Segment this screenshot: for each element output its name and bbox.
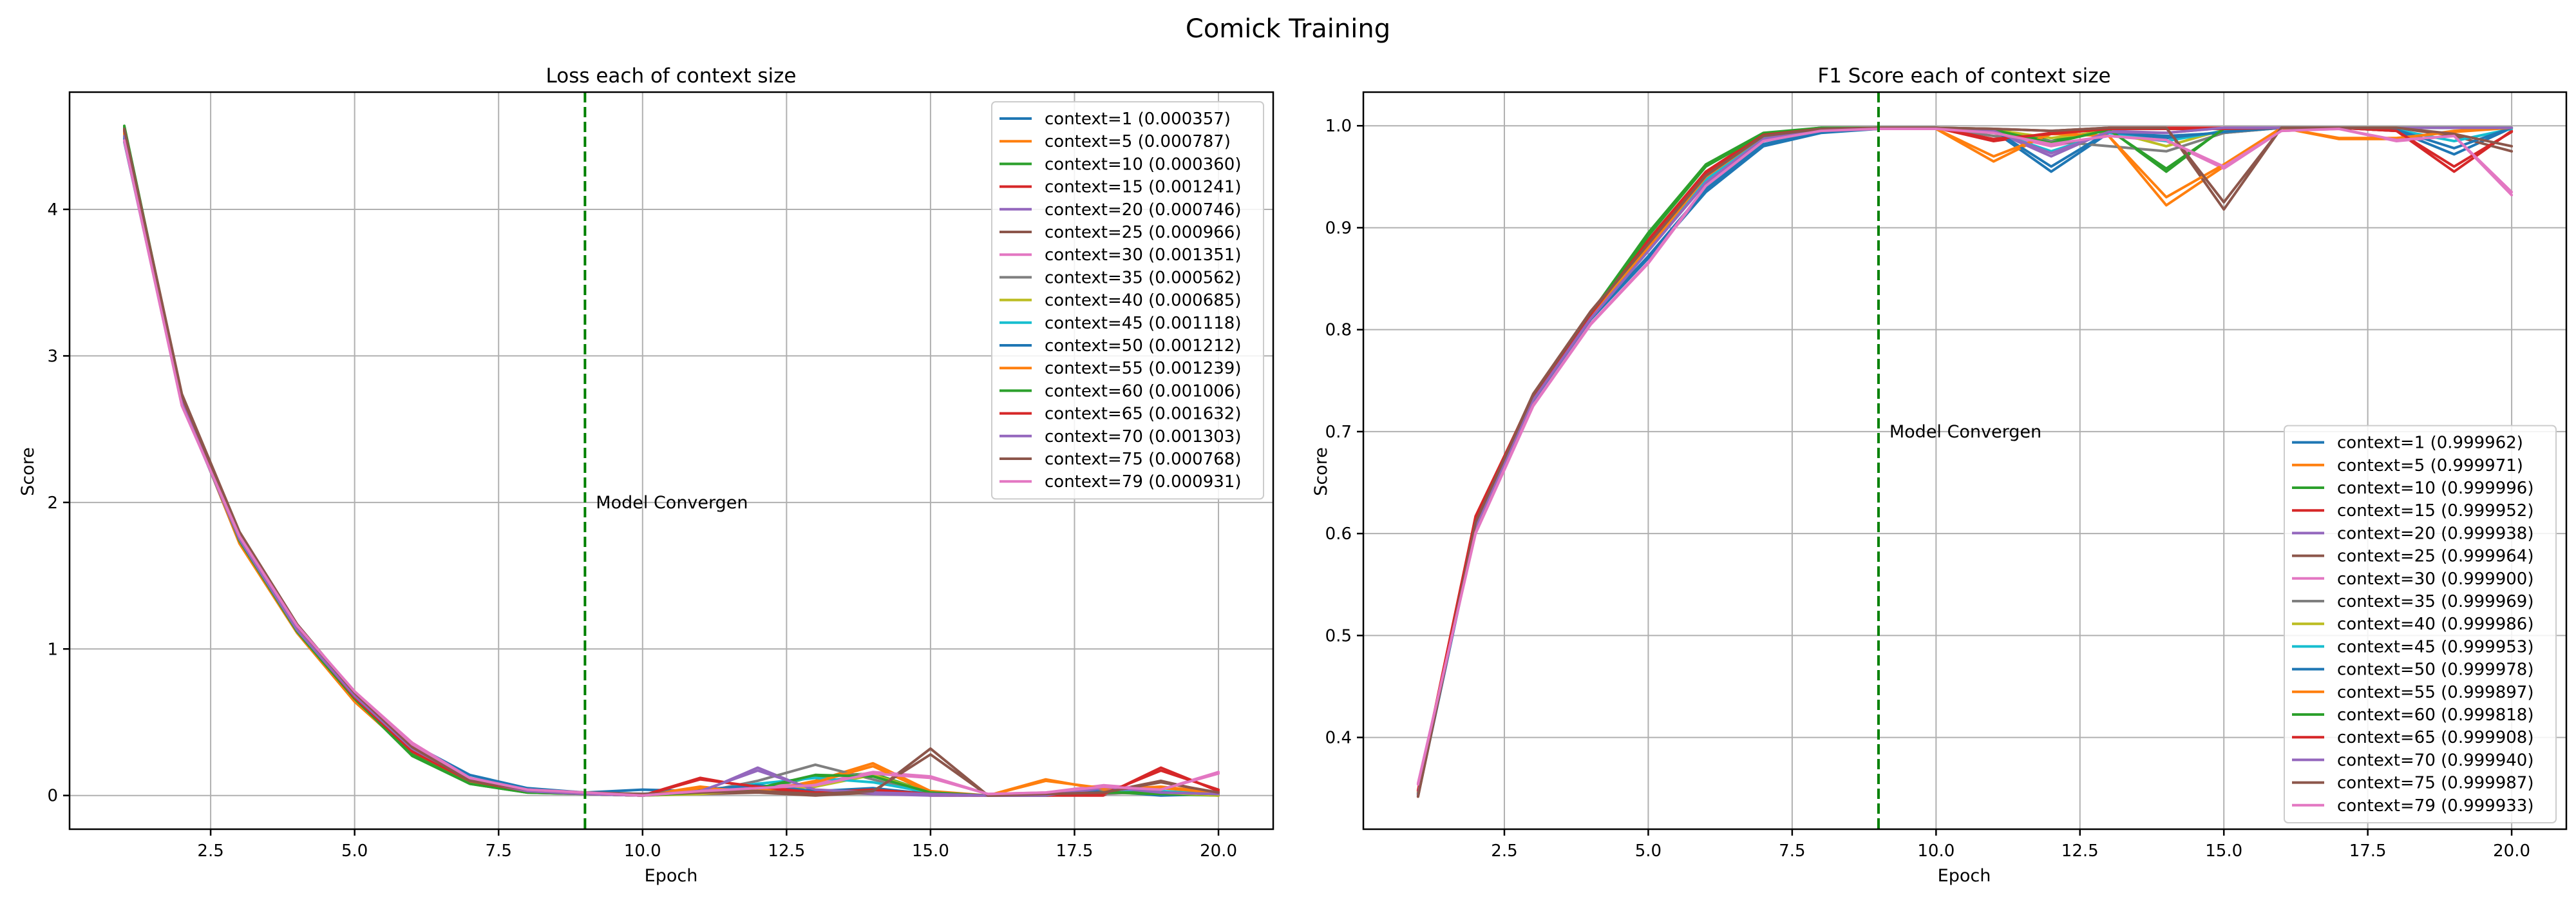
loss-legend-entry: context=20 (0.000746) xyxy=(1045,200,1241,220)
loss-legend-entry: context=25 (0.000966) xyxy=(1045,223,1241,242)
loss-x-tick-label: 10.0 xyxy=(624,841,661,861)
f1-legend: context=1 (0.999962) context=5 (0.999971)… xyxy=(2284,425,2557,823)
loss-y-tick-label: 0 xyxy=(47,787,58,806)
f1-plot-frame xyxy=(1362,91,2568,830)
loss-x-tick-label: 5.0 xyxy=(341,841,368,861)
loss-convergence-annotation: Model Convergen xyxy=(596,493,748,513)
f1-y-tick-label: 0.5 xyxy=(1325,626,1352,646)
loss-x-tick-label: 20.0 xyxy=(1200,841,1237,861)
loss-legend-entry: context=10 (0.000360) xyxy=(1045,155,1241,174)
f1-y-tick-label: 0.9 xyxy=(1325,218,1352,238)
f1-x-tick-label: 2.5 xyxy=(1491,841,1517,861)
loss-chart: Loss each of context size Model Converge… xyxy=(18,64,1274,886)
f1-legend-entry: context=55 (0.999897) xyxy=(2337,683,2533,702)
f1-legend-entry: context=75 (0.999987) xyxy=(2337,774,2533,793)
f1-legend-entry: context=60 (0.999818) xyxy=(2337,705,2533,725)
loss-plot-frame xyxy=(68,91,1274,830)
f1-y-tick-label: 0.4 xyxy=(1325,729,1352,748)
f1-legend-entry: context=45 (0.999953) xyxy=(2337,637,2533,657)
f1-legend-entry: context=15 (0.999952) xyxy=(2337,501,2533,521)
loss-legend-entry: context=5 (0.000787) xyxy=(1045,132,1231,151)
f1-legend-entry: context=10 (0.999996) xyxy=(2337,479,2533,498)
f1-legend-entry: context=50 (0.999978) xyxy=(2337,660,2533,680)
loss-chart-title: Loss each of context size xyxy=(546,64,797,88)
loss-legend-entry: context=30 (0.001351) xyxy=(1045,245,1241,265)
f1-legend-box xyxy=(2284,425,2557,823)
loss-x-tick-label: 2.5 xyxy=(197,841,223,861)
loss-legend-entry: context=15 (0.001241) xyxy=(1045,178,1241,197)
loss-legend-entry: context=70 (0.001303) xyxy=(1045,427,1241,446)
f1-y-tick-label: 1.0 xyxy=(1325,117,1352,136)
f1-legend-entry: context=5 (0.999971) xyxy=(2337,456,2523,475)
f1-convergence-annotation: Model Convergen xyxy=(1889,422,2041,442)
f1-series-line xyxy=(1416,126,2514,798)
f1-y-tick-label: 0.7 xyxy=(1325,423,1352,442)
loss-legend-entry: context=40 (0.000685) xyxy=(1045,291,1241,311)
loss-y-tick-label: 3 xyxy=(47,347,58,366)
loss-legend-entry: context=1 (0.000357) xyxy=(1045,110,1231,129)
loss-y-axis-label: Score xyxy=(18,447,38,496)
loss-legend: context=1 (0.000357) context=5 (0.000787)… xyxy=(991,101,1264,500)
loss-x-ticks: 2.5 5.0 7.5 10.0 12.5 15.0 17.5 20.0 xyxy=(197,829,1237,861)
f1-y-tick-label: 0.8 xyxy=(1325,321,1352,340)
f1-legend-entry: context=79 (0.999933) xyxy=(2337,796,2533,816)
loss-legend-entry: context=35 (0.000562) xyxy=(1045,268,1241,287)
f1-legend-entry: context=20 (0.999938) xyxy=(2337,524,2533,543)
loss-series-line xyxy=(123,139,1220,797)
loss-legend-entry: context=50 (0.001212) xyxy=(1045,336,1241,356)
f1-y-tick-label: 0.6 xyxy=(1325,524,1352,544)
loss-legend-entry: context=79 (0.000931) xyxy=(1045,472,1241,492)
f1-x-tick-label: 7.5 xyxy=(1779,841,1805,861)
f1-chart: F1 Score each of context size Model Conv… xyxy=(1311,64,2568,886)
loss-y-tick-label: 1 xyxy=(47,640,58,659)
f1-x-axis-label: Epoch xyxy=(1938,866,1991,886)
loss-x-tick-label: 15.0 xyxy=(912,841,949,861)
loss-y-tick-label: 2 xyxy=(47,494,58,513)
f1-legend-entry: context=35 (0.999969) xyxy=(2337,592,2533,611)
f1-legend-entry: context=25 (0.999964) xyxy=(2337,547,2533,566)
f1-x-tick-label: 15.0 xyxy=(2205,841,2242,861)
f1-legend-entry: context=40 (0.999986) xyxy=(2337,615,2533,634)
figure-title: Comick Training xyxy=(1186,14,1390,44)
loss-legend-entry: context=60 (0.001006) xyxy=(1045,381,1241,401)
loss-x-tick-label: 12.5 xyxy=(768,841,805,861)
f1-x-tick-label: 5.0 xyxy=(1635,841,1662,861)
loss-x-tick-label: 7.5 xyxy=(486,841,512,861)
f1-x-tick-label: 20.0 xyxy=(2493,841,2530,861)
f1-chart-title: F1 Score each of context size xyxy=(1817,64,2110,88)
loss-legend-entry: context=45 (0.001118) xyxy=(1045,314,1241,333)
loss-x-axis-label: Epoch xyxy=(645,866,698,886)
loss-legend-entry: context=75 (0.000768) xyxy=(1045,450,1241,469)
f1-legend-entry: context=30 (0.999900) xyxy=(2337,570,2533,589)
f1-x-tick-label: 12.5 xyxy=(2061,841,2099,861)
f1-series-lines xyxy=(1416,126,2514,798)
f1-series-line xyxy=(1416,128,2514,786)
f1-x-tick-label: 17.5 xyxy=(2349,841,2387,861)
f1-x-tick-label: 10.0 xyxy=(1917,841,1955,861)
loss-series-lines xyxy=(123,124,1220,797)
loss-legend-entry: context=65 (0.001632) xyxy=(1045,405,1241,424)
loss-y-ticks: 0 1 2 3 4 xyxy=(47,200,70,806)
f1-legend-entry: context=65 (0.999908) xyxy=(2337,728,2533,747)
f1-x-ticks: 2.5 5.0 7.5 10.0 12.5 15.0 17.5 20.0 xyxy=(1491,829,2530,861)
f1-y-ticks: 0.4 0.5 0.6 0.7 0.8 0.9 1.0 xyxy=(1325,117,1363,748)
loss-legend-entry: context=55 (0.001239) xyxy=(1045,359,1241,378)
loss-y-tick-label: 4 xyxy=(47,200,58,220)
f1-legend-entry: context=70 (0.999940) xyxy=(2337,751,2533,770)
loss-x-tick-label: 17.5 xyxy=(1056,841,1094,861)
loss-legend-box xyxy=(991,101,1264,500)
f1-legend-entry: context=1 (0.999962) xyxy=(2337,434,2523,453)
f1-y-axis-label: Score xyxy=(1311,447,1331,496)
